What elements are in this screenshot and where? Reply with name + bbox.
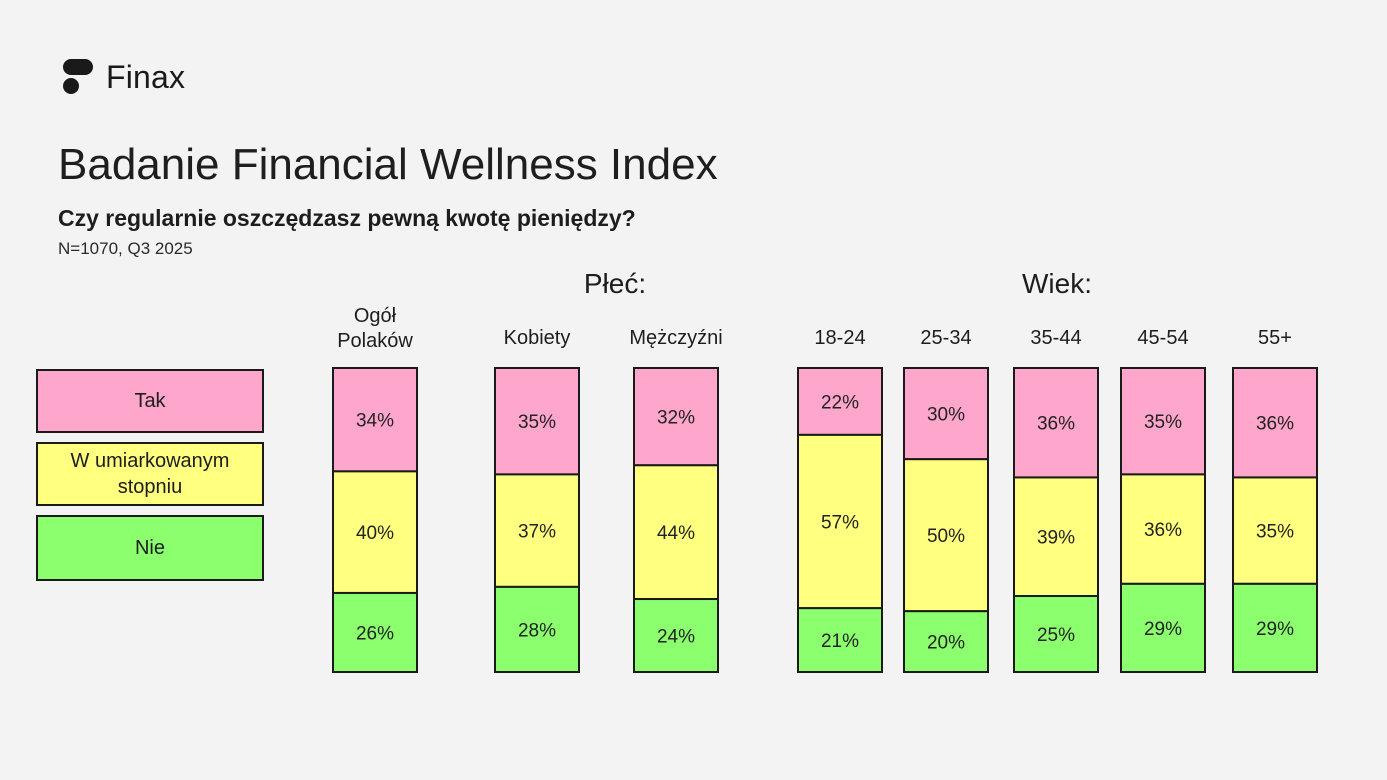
- data-label: 44%: [657, 523, 695, 544]
- legend-label-nie: Nie: [134, 537, 165, 559]
- survey-question: Czy regularnie oszczędzasz pewną kwotę p…: [58, 205, 636, 231]
- finax-logo-icon: [63, 59, 93, 94]
- category-label: Mężczyźni: [629, 327, 722, 349]
- data-label: 29%: [1256, 619, 1294, 640]
- bar-segment: [1013, 367, 1099, 479]
- brand-logo: Finax: [62, 58, 185, 96]
- page-title: Badanie Financial Wellness Index: [58, 140, 718, 189]
- data-label: 25%: [1037, 625, 1075, 646]
- bar-segment: [1013, 476, 1099, 597]
- bar-segment: [494, 585, 580, 674]
- data-label: 37%: [518, 522, 556, 543]
- data-label: 24%: [657, 627, 695, 648]
- bar-segment: [332, 591, 418, 674]
- bar-segment: [1232, 582, 1318, 674]
- data-label: 39%: [1037, 528, 1075, 549]
- data-label: 30%: [927, 405, 965, 426]
- bar-segment: [633, 464, 719, 601]
- data-label: 40%: [356, 523, 394, 544]
- bar-segment: [332, 367, 418, 473]
- data-label: 20%: [927, 633, 965, 654]
- data-label: 57%: [821, 513, 859, 534]
- category-label: 25-34: [920, 327, 971, 349]
- data-label: 50%: [927, 526, 965, 547]
- bar-segment: [1013, 595, 1099, 673]
- category-label: 45-54: [1137, 327, 1188, 349]
- category-label: Ogół: [354, 305, 397, 327]
- bar-segment: [332, 470, 418, 594]
- legend-label-tak: Tak: [134, 390, 166, 412]
- data-label: 35%: [1144, 412, 1182, 433]
- bar-segment: [1232, 367, 1318, 479]
- category-label: 55+: [1258, 327, 1292, 349]
- data-label: 28%: [518, 620, 556, 641]
- bar-segment: [903, 458, 989, 613]
- category-label: Kobiety: [504, 327, 571, 349]
- data-label: 21%: [821, 631, 859, 652]
- bar-segment: [797, 607, 883, 673]
- group-label-age: Wiek:: [1022, 268, 1092, 299]
- sample-info: N=1070, Q3 2025: [58, 239, 193, 258]
- data-label: 26%: [356, 623, 394, 644]
- bar-segment: [797, 367, 883, 436]
- bar-segment: [903, 367, 989, 461]
- bar-segment: [633, 367, 719, 467]
- data-label: 32%: [657, 408, 695, 429]
- bar-segment: [1120, 582, 1206, 674]
- data-label: 36%: [1144, 520, 1182, 541]
- legend-label-moderate: W umiarkowanym stopniu: [70, 450, 230, 498]
- legend-item-moderate: W umiarkowanym stopniu: [36, 442, 264, 506]
- data-label: 22%: [821, 392, 859, 413]
- data-label: 36%: [1256, 414, 1294, 435]
- bar-segment: [903, 610, 989, 674]
- bar-segment: [494, 473, 580, 588]
- legend-item-nie: Nie: [36, 515, 264, 581]
- bar-segment: [1120, 473, 1206, 585]
- group-label-gender: Płeć:: [583, 268, 647, 299]
- brand-name: Finax: [106, 58, 186, 95]
- data-label: 29%: [1144, 619, 1182, 640]
- bar-segment: [633, 598, 719, 673]
- data-label: 36%: [1037, 414, 1075, 435]
- category-label: 18-24: [814, 327, 865, 349]
- bar-segment: [1120, 367, 1206, 476]
- legend-item-tak: Tak: [36, 369, 264, 433]
- category-label: 35-44: [1030, 327, 1081, 349]
- data-label: 35%: [518, 412, 556, 433]
- bar-segment: [797, 433, 883, 610]
- data-label: 34%: [356, 411, 394, 432]
- category-label: Polaków: [337, 330, 413, 352]
- data-label: 35%: [1256, 522, 1294, 543]
